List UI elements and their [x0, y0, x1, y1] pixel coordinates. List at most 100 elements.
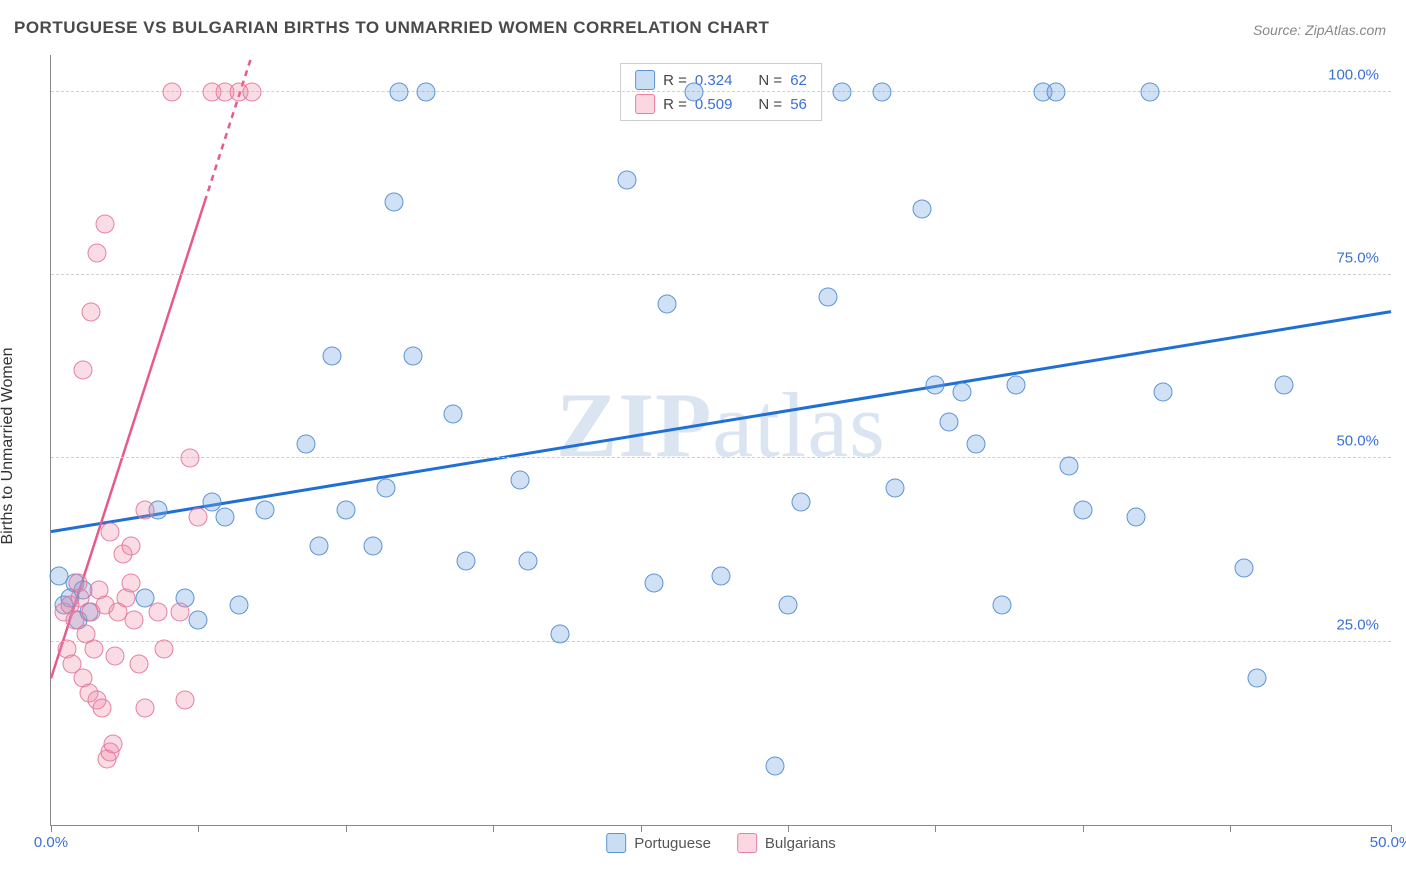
data-point	[779, 596, 798, 615]
data-point	[685, 82, 704, 101]
data-point	[712, 566, 731, 585]
x-tick	[788, 825, 789, 832]
data-point	[953, 383, 972, 402]
data-point	[243, 82, 262, 101]
y-axis-title: Births to Unmarried Women	[0, 347, 17, 544]
data-point	[417, 82, 436, 101]
swatch-pink-icon	[737, 833, 757, 853]
data-point	[103, 735, 122, 754]
y-tick-label: 100.0%	[1328, 66, 1379, 83]
legend-series: Portuguese Bulgarians	[606, 833, 836, 853]
data-point	[377, 478, 396, 497]
x-tick	[1391, 825, 1392, 832]
n-value: 62	[790, 72, 807, 89]
data-point	[170, 603, 189, 622]
legend-correlation: R = 0.324 N = 62 R = 0.509 N = 56	[620, 63, 822, 121]
x-tick	[198, 825, 199, 832]
swatch-pink-icon	[635, 94, 655, 114]
swatch-blue-icon	[635, 70, 655, 90]
data-point	[100, 522, 119, 541]
n-label: N =	[758, 96, 782, 113]
data-point	[310, 537, 329, 556]
gridline	[51, 457, 1391, 458]
data-point	[135, 698, 154, 717]
data-point	[551, 625, 570, 644]
data-point	[84, 640, 103, 659]
x-tick-label: 0.0%	[34, 834, 68, 851]
legend-row-portuguese: R = 0.324 N = 62	[635, 70, 807, 90]
data-point	[519, 552, 538, 571]
data-point	[176, 691, 195, 710]
data-point	[1140, 82, 1159, 101]
data-point	[130, 654, 149, 673]
data-point	[913, 200, 932, 219]
x-tick	[51, 825, 52, 832]
x-tick	[641, 825, 642, 832]
series-label: Bulgarians	[765, 835, 836, 852]
x-tick	[935, 825, 936, 832]
data-point	[149, 603, 168, 622]
chart-title: PORTUGUESE VS BULGARIAN BIRTHS TO UNMARR…	[14, 18, 769, 38]
data-point	[658, 295, 677, 314]
plot-area: ZIPatlas R = 0.324 N = 62 R = 0.509 N = …	[50, 55, 1391, 826]
series-label: Portuguese	[634, 835, 711, 852]
watermark-rest: atlas	[712, 374, 886, 476]
chart-container: PORTUGUESE VS BULGARIAN BIRTHS TO UNMARR…	[0, 0, 1406, 892]
data-point	[819, 288, 838, 307]
y-tick-label: 50.0%	[1336, 433, 1379, 450]
legend-item-portuguese: Portuguese	[606, 833, 711, 853]
data-point	[363, 537, 382, 556]
r-label: R =	[663, 72, 687, 89]
data-point	[390, 82, 409, 101]
data-point	[189, 610, 208, 629]
data-point	[125, 610, 144, 629]
data-point	[122, 574, 141, 593]
data-point	[82, 302, 101, 321]
data-point	[1127, 508, 1146, 527]
data-point	[106, 647, 125, 666]
data-point	[444, 405, 463, 424]
data-point	[457, 552, 476, 571]
data-point	[323, 346, 342, 365]
y-tick-label: 75.0%	[1336, 250, 1379, 267]
data-point	[926, 376, 945, 395]
data-point	[216, 508, 235, 527]
r-label: R =	[663, 96, 687, 113]
data-point	[1274, 376, 1293, 395]
x-tick	[1230, 825, 1231, 832]
data-point	[1234, 559, 1253, 578]
swatch-blue-icon	[606, 833, 626, 853]
data-point	[1073, 500, 1092, 519]
data-point	[92, 698, 111, 717]
data-point	[95, 214, 114, 233]
data-point	[939, 412, 958, 431]
data-point	[162, 82, 181, 101]
x-tick	[1083, 825, 1084, 832]
data-point	[872, 82, 891, 101]
data-point	[189, 508, 208, 527]
data-point	[154, 640, 173, 659]
n-value: 56	[790, 96, 807, 113]
watermark: ZIPatlas	[556, 372, 886, 478]
x-tick	[493, 825, 494, 832]
data-point	[1154, 383, 1173, 402]
y-tick-label: 25.0%	[1336, 616, 1379, 633]
data-point	[765, 757, 784, 776]
data-point	[229, 596, 248, 615]
data-point	[135, 500, 154, 519]
data-point	[1060, 456, 1079, 475]
data-point	[832, 82, 851, 101]
data-point	[993, 596, 1012, 615]
legend-item-bulgarians: Bulgarians	[737, 833, 836, 853]
data-point	[122, 537, 141, 556]
legend-row-bulgarians: R = 0.509 N = 56	[635, 94, 807, 114]
data-point	[385, 192, 404, 211]
data-point	[1047, 82, 1066, 101]
data-point	[74, 361, 93, 380]
data-point	[645, 574, 664, 593]
data-point	[296, 434, 315, 453]
trend-lines	[51, 55, 1391, 825]
watermark-bold: ZIP	[556, 374, 712, 476]
data-point	[966, 434, 985, 453]
data-point	[618, 170, 637, 189]
